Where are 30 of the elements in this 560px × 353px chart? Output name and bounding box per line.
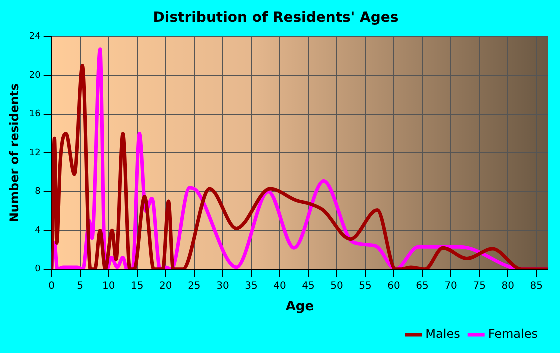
x-tick-label: 55 xyxy=(359,280,372,292)
y-tick-label: 12 xyxy=(29,148,41,158)
x-tick-label: 60 xyxy=(388,280,400,292)
x-tick-label: 30 xyxy=(216,280,230,292)
y-tick-label: 24 xyxy=(29,32,42,42)
x-tick-label: 75 xyxy=(473,280,486,292)
x-tick-label: 0 xyxy=(48,280,56,292)
x-tick-label: 5 xyxy=(77,280,84,292)
y-tick-label: 8 xyxy=(35,187,42,198)
x-tick-label: 25 xyxy=(188,280,201,292)
y-tick-label: 20 xyxy=(29,70,42,81)
x-tick-label: 10 xyxy=(102,280,116,292)
x-tick-label: 35 xyxy=(245,280,258,292)
x-tick-label: 80 xyxy=(502,280,514,292)
x-axis-title: Age xyxy=(286,300,314,315)
x-tick-label: 85 xyxy=(530,280,543,292)
y-tick-label: 4 xyxy=(35,226,42,236)
x-tick-label: 50 xyxy=(330,280,344,292)
x-tick-label: 20 xyxy=(160,280,172,292)
legend-label: Males xyxy=(426,327,460,342)
y-tick-label: 0 xyxy=(35,264,42,275)
x-tick-label: 15 xyxy=(131,280,144,292)
legend-label: Females xyxy=(488,327,538,342)
x-tick-label: 45 xyxy=(302,280,315,292)
x-tick-label: 40 xyxy=(274,280,286,292)
y-tick-label: 16 xyxy=(29,110,42,120)
chart-title: Distribution of Residents' Ages xyxy=(153,10,399,26)
x-tick-label: 65 xyxy=(416,280,429,292)
y-axis-title: Number of residents xyxy=(7,84,22,223)
x-tick-label: 70 xyxy=(444,280,458,292)
